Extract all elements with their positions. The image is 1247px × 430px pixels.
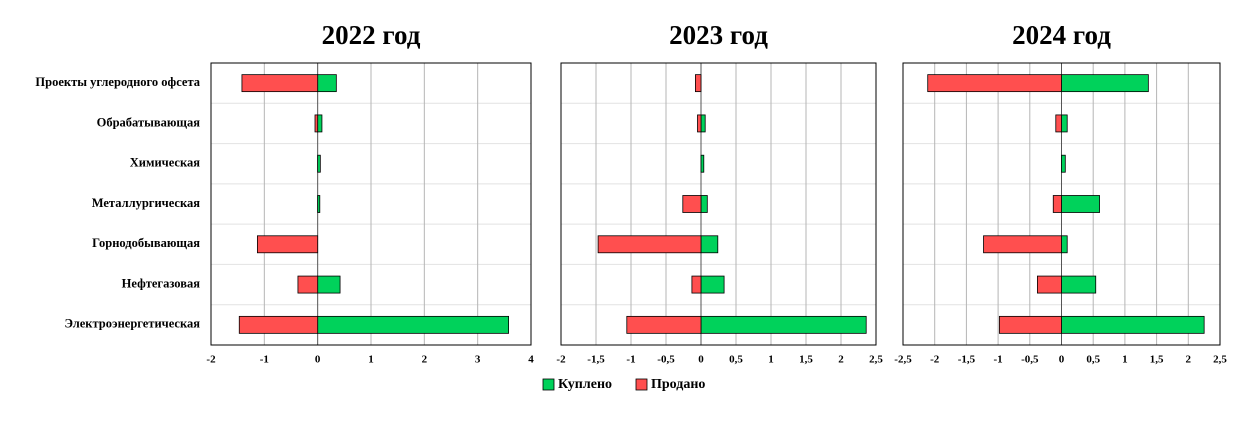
plot-frame xyxy=(210,62,532,346)
bar xyxy=(317,195,321,213)
bar xyxy=(697,114,702,133)
bar xyxy=(695,74,702,93)
bar xyxy=(1052,195,1062,213)
bar xyxy=(626,315,702,334)
x-tick-label: 1 xyxy=(768,354,774,366)
x-tick-label: 1,5 xyxy=(799,354,813,366)
x-tick-label: -1,5 xyxy=(958,354,976,366)
bar xyxy=(238,315,319,334)
bar xyxy=(983,235,1062,254)
bar xyxy=(256,235,319,254)
category-label: Металлургическая xyxy=(92,196,201,210)
x-tick-label: -2 xyxy=(930,354,940,366)
bar xyxy=(317,74,337,93)
x-tick-label: 0 xyxy=(1059,354,1065,366)
bar xyxy=(317,275,341,294)
bar xyxy=(1061,275,1097,294)
bar xyxy=(700,315,867,334)
x-tick-label: 2,5 xyxy=(869,354,883,366)
x-tick-label: 0 xyxy=(315,354,321,366)
x-tick-label: -1 xyxy=(260,354,269,366)
panel-title: 2024 год xyxy=(1012,20,1111,50)
bar xyxy=(700,195,708,213)
panel-title: 2022 год xyxy=(322,20,421,50)
x-tick-label: 0 xyxy=(698,354,704,366)
panel-title: 2023 год xyxy=(669,20,768,50)
legend-label: Продано xyxy=(651,377,705,392)
bar xyxy=(1061,195,1100,213)
category-label: Проекты углеродного офсета xyxy=(35,75,200,89)
x-tick-label: 0,5 xyxy=(1086,354,1100,366)
bar xyxy=(1061,315,1205,334)
x-tick-label: 2 xyxy=(1186,354,1192,366)
x-tick-label: 2 xyxy=(422,354,428,366)
bar xyxy=(700,235,719,254)
bar xyxy=(1061,154,1066,173)
bar xyxy=(241,74,319,93)
x-tick-label: -0,5 xyxy=(657,354,675,366)
bar xyxy=(1037,275,1062,294)
category-label: Нефтегазовая xyxy=(122,276,201,290)
bar xyxy=(691,275,702,294)
bar xyxy=(700,154,705,173)
x-tick-label: 3 xyxy=(475,354,481,366)
x-tick-label: 4 xyxy=(528,354,534,366)
x-tick-label: 0,5 xyxy=(729,354,743,366)
x-tick-label: 2 xyxy=(838,354,844,366)
category-label: Горнодобывающая xyxy=(92,236,200,250)
bar xyxy=(700,114,706,133)
bar xyxy=(317,315,509,334)
x-tick-label: 1,5 xyxy=(1150,354,1164,366)
category-label: Обрабатывающая xyxy=(97,115,201,129)
bar xyxy=(700,275,725,294)
plot-frame xyxy=(902,62,1221,346)
bar xyxy=(1061,74,1149,93)
legend-label: Куплено xyxy=(558,377,612,392)
x-tick-label: -2 xyxy=(556,354,566,366)
legend-swatch xyxy=(635,378,648,391)
x-tick-label: -1 xyxy=(994,354,1003,366)
bar xyxy=(682,195,702,213)
x-tick-label: -2,5 xyxy=(894,354,912,366)
plot-frame xyxy=(560,62,877,346)
bar xyxy=(317,114,323,133)
x-tick-label: -1,5 xyxy=(587,354,605,366)
category-label: Химическая xyxy=(130,156,201,170)
bar xyxy=(998,315,1062,334)
x-tick-label: -0,5 xyxy=(1021,354,1039,366)
bar xyxy=(314,114,319,133)
x-tick-label: 2,5 xyxy=(1213,354,1227,366)
x-tick-label: 1 xyxy=(368,354,374,366)
x-tick-label: 1 xyxy=(1122,354,1128,366)
bar xyxy=(927,74,1062,93)
bar xyxy=(297,275,319,294)
bar xyxy=(1061,235,1068,254)
x-tick-label: -1 xyxy=(626,354,635,366)
bar xyxy=(317,154,321,173)
legend-swatch xyxy=(542,378,555,391)
bar xyxy=(597,235,702,254)
category-label: Электроэнергетическая xyxy=(64,317,200,331)
x-tick-label: -2 xyxy=(206,354,216,366)
bar xyxy=(1055,114,1062,133)
bar xyxy=(1061,114,1068,133)
